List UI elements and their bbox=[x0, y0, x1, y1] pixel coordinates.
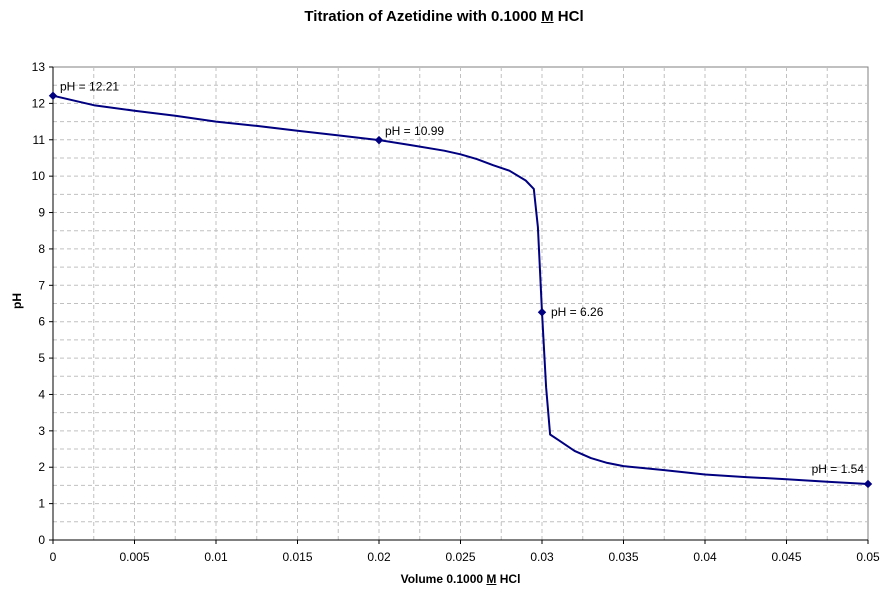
y-tick-label: 1 bbox=[38, 497, 45, 511]
x-tick-label: 0.05 bbox=[856, 550, 880, 564]
x-tick-label: 0.005 bbox=[119, 550, 149, 564]
y-tick-label: 11 bbox=[33, 133, 46, 147]
x-tick-label: 0.03 bbox=[530, 550, 554, 564]
data-label: pH = 6.26 bbox=[551, 305, 604, 319]
x-tick-label: 0.045 bbox=[771, 550, 801, 564]
x-tick-label: 0.01 bbox=[204, 550, 228, 564]
y-tick-label: 4 bbox=[38, 387, 45, 401]
x-axis-label: Volume 0.1000 M HCl bbox=[400, 572, 521, 586]
y-tick-label: 0 bbox=[38, 533, 45, 547]
x-tick-label: 0.04 bbox=[693, 550, 717, 564]
x-tick-label: 0.015 bbox=[282, 550, 312, 564]
y-tick-label: 6 bbox=[38, 315, 45, 329]
y-tick-label: 9 bbox=[38, 206, 45, 220]
data-point-marker bbox=[48, 91, 58, 100]
y-tick-label: 13 bbox=[32, 60, 46, 74]
data-point-marker bbox=[863, 479, 873, 489]
y-tick-label: 2 bbox=[38, 460, 45, 474]
x-tick-label: 0.025 bbox=[445, 550, 475, 564]
y-tick-label: 10 bbox=[32, 169, 46, 183]
data-label: pH = 12.21 bbox=[60, 80, 119, 94]
data-label: pH = 1.54 bbox=[812, 462, 865, 476]
grid-lines bbox=[53, 67, 868, 540]
y-tick-label: 8 bbox=[38, 242, 45, 256]
chart-title: Titration of Azetidine with 0.1000 M HCl bbox=[304, 8, 584, 25]
y-tick-label: 3 bbox=[38, 424, 45, 438]
data-label: pH = 10.99 bbox=[385, 124, 444, 138]
y-tick-label: 12 bbox=[32, 96, 46, 110]
series-layer bbox=[52, 94, 869, 485]
x-tick-label: 0.02 bbox=[367, 550, 391, 564]
x-tick-label: 0 bbox=[50, 550, 57, 564]
titration-curve bbox=[52, 94, 869, 485]
axes bbox=[49, 66, 869, 544]
data-point-marker bbox=[374, 135, 384, 145]
y-tick-label: 5 bbox=[38, 351, 45, 365]
x-tick-label: 0.035 bbox=[608, 550, 638, 564]
y-axis-label: pH bbox=[10, 293, 24, 309]
annotations: pH = 12.21 pH = 10.99 pH = 6.26 pH = 1.54 bbox=[48, 80, 873, 489]
data-point-marker bbox=[537, 308, 547, 317]
y-tick-label: 7 bbox=[38, 278, 45, 292]
